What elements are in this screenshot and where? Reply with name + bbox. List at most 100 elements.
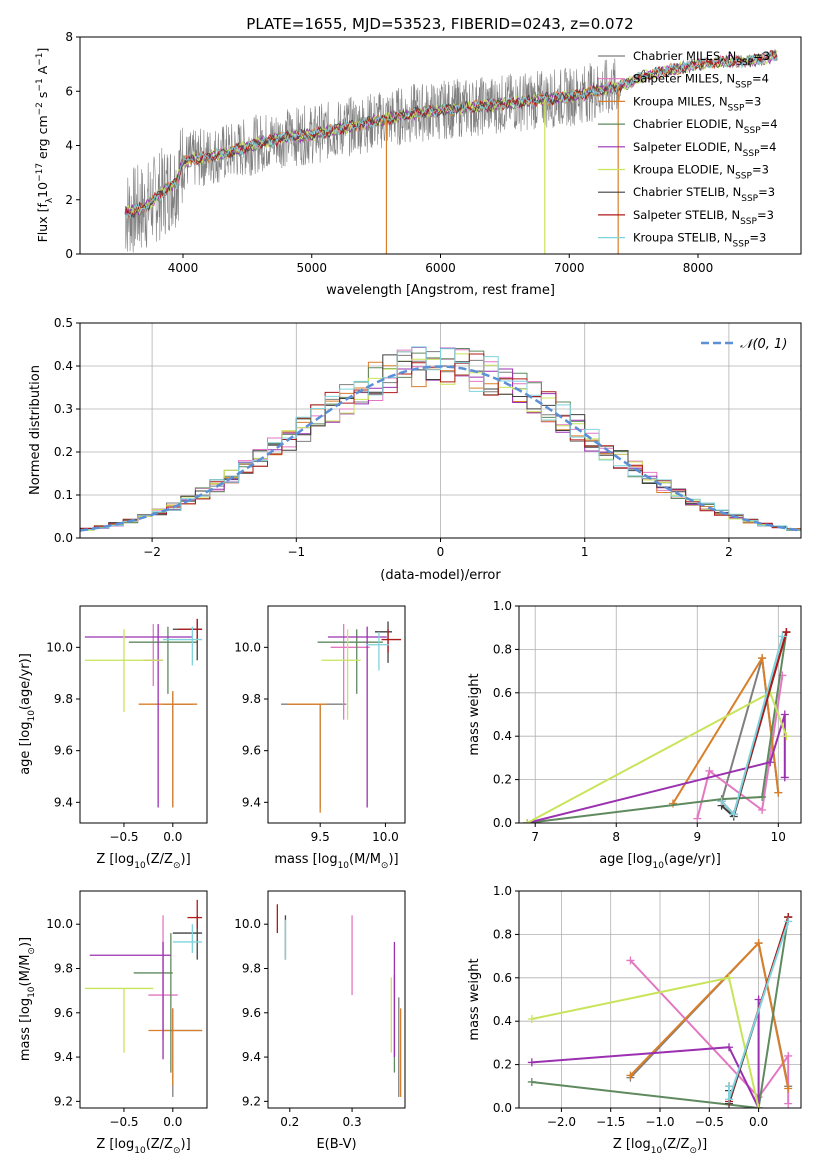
data-point-marker [758, 792, 767, 801]
figure-title: PLATE=1655, MJD=53523, FIBERID=0243, z=0… [246, 15, 633, 33]
plot-area [124, 48, 778, 254]
data-point-marker [754, 1104, 763, 1108]
y-tick-label: 6 [65, 84, 73, 98]
legend-entry-label: Kroupa ELODIE, NSSP=3 [633, 163, 769, 182]
data-point-marker [527, 1077, 536, 1086]
y-tick-label: 9.6 [242, 1006, 261, 1020]
x-tick-label: −1.5 [596, 1115, 625, 1129]
data-point-marker [784, 1084, 793, 1093]
mass-weight-line [526, 714, 786, 823]
y-axis-label: age [log10(age/yr)] [18, 653, 37, 775]
data-point-marker [725, 1095, 734, 1104]
plot-area [276, 904, 402, 1097]
y-tick-label: 9.4 [54, 1050, 73, 1064]
y-tick-label: 9.8 [242, 962, 261, 976]
x-axis-label: wavelength [Angstrom, rest frame] [326, 283, 555, 298]
data-point-marker [784, 1051, 793, 1060]
axes-frame [79, 322, 802, 539]
y-tick-label: 2 [65, 193, 73, 207]
y-tick-label: 1.0 [493, 599, 512, 613]
y-tick-label: 0 [65, 247, 73, 261]
y-tick-label: 0.4 [54, 359, 73, 373]
legend-entry-label: Salpeter MILES, NSSP=4 [633, 72, 769, 91]
x-tick-label: 1 [581, 545, 589, 559]
plot-area [84, 618, 203, 808]
panel-residual-histogram: −2 −1 0 1 2 0.0 0.1 0.2 0.3 0.4 0.5 𝒩(0, 1) Normed d… [28, 316, 802, 583]
y-tick-label: 9.8 [242, 692, 261, 706]
y-tick-label: 0.2 [54, 445, 73, 459]
y-axis-label: Flux [fλ10−17 erg cm−2 s−1 A−1] [35, 48, 55, 243]
x-axis-label: (data-model)/error [380, 568, 501, 583]
y-tick-label: 0.0 [54, 531, 73, 545]
y-tick-label: 0.0 [493, 816, 512, 830]
y-tick-label: 0.8 [493, 927, 512, 941]
mass-weight-line [531, 999, 760, 1108]
x-tick-label: −1.0 [645, 1115, 674, 1129]
y-tick-label: 0.4 [493, 1014, 512, 1028]
data-point-marker [784, 917, 793, 926]
y-tick-label: 9.2 [242, 1094, 261, 1108]
x-tick-label: −2.0 [547, 1115, 576, 1129]
data-point-marker [527, 1015, 536, 1024]
y-tick-label: 9.6 [242, 744, 261, 758]
y-tick-label: 10.0 [46, 917, 73, 931]
x-axis-label: age [log10(age/yr)] [599, 852, 721, 871]
data-point-marker [527, 1058, 536, 1067]
data-point-marker [725, 1082, 734, 1091]
mass-weight-line [531, 916, 790, 1108]
plot-area [80, 346, 801, 532]
axes-frame [79, 605, 208, 824]
x-tick-label: 6000 [425, 261, 456, 275]
y-axis-label: mass weight [467, 673, 482, 755]
panel-age-vs-Z: −0.5 0.0 9.4 9.6 9.8 10.0 Z [log10(Z/Z⊙)] age [… [18, 605, 208, 871]
x-tick-label: 5000 [296, 261, 327, 275]
y-tick-label: 4 [65, 139, 73, 153]
y-tick-label: 9.4 [242, 1050, 261, 1064]
legend-entry-label: Salpeter STELIB, NSSP=3 [633, 208, 774, 227]
y-tick-label: 8 [65, 30, 73, 44]
data-point-marker [782, 732, 791, 741]
data-point-marker [626, 956, 635, 965]
y-tick-label: 0.4 [493, 729, 512, 743]
y-tick-label: 9.4 [242, 795, 261, 809]
data-point-marker [705, 766, 714, 775]
data-point-marker [774, 788, 783, 797]
x-tick-label: 0.0 [749, 1115, 768, 1129]
axes-frame [518, 890, 802, 1109]
data-point-marker [626, 1071, 635, 1080]
data-point-marker [780, 773, 789, 782]
x-tick-label: 0.3 [343, 1115, 362, 1129]
y-tick-label: 9.6 [54, 744, 73, 758]
data-point-marker [668, 799, 677, 808]
y-tick-label: 0.3 [54, 402, 73, 416]
y-tick-label: 10.0 [234, 640, 261, 654]
x-tick-label: 0.0 [163, 1115, 182, 1129]
x-tick-label: 4000 [168, 261, 199, 275]
x-tick-label: 7 [531, 830, 539, 844]
x-axis-label: E(B-V) [316, 1137, 356, 1152]
mass-weight-line [531, 976, 760, 1108]
y-tick-label: 0.6 [493, 686, 512, 700]
data-point-marker [729, 810, 738, 819]
x-tick-label: 9.5 [311, 830, 330, 844]
x-tick-label: −1 [287, 545, 305, 559]
data-point-marker [717, 797, 726, 806]
y-tick-label: 0.1 [54, 488, 73, 502]
y-tick-label: 0.0 [493, 1101, 512, 1115]
x-tick-label: −0.5 [109, 830, 138, 844]
data-point-marker [784, 1099, 793, 1108]
x-tick-label: 8000 [683, 261, 714, 275]
panel-age-vs-mass: 9.5 10.0 9.4 9.6 9.8 10.0 mass [log10(M/M⊙)] [234, 605, 406, 871]
x-tick-label: 10.0 [372, 830, 399, 844]
y-tick-label: 0.2 [493, 773, 512, 787]
legend-entry-label: Kroupa STELIB, NSSP=3 [633, 231, 766, 250]
x-tick-label: 8 [612, 830, 620, 844]
plot-area [84, 899, 203, 1097]
x-tick-label: 0.0 [163, 830, 182, 844]
y-tick-label: 9.2 [54, 1094, 73, 1108]
y-axis-label: mass weight [467, 958, 482, 1040]
axes-frame [267, 605, 406, 824]
y-tick-label: 10.0 [46, 640, 73, 654]
legend-entry-label: Chabrier ELODIE, NSSP=4 [633, 117, 778, 136]
